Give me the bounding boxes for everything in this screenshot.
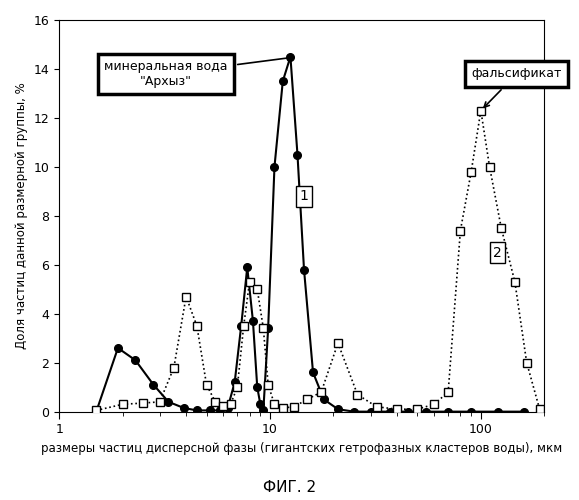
Text: фальсификат: фальсификат: [471, 68, 562, 107]
X-axis label: размеры частиц дисперсной фазы (гигантских гетрофазных кластеров воды), мкм: размеры частиц дисперсной фазы (гигантск…: [41, 442, 562, 455]
Text: минеральная вода
"Архыз": минеральная вода "Архыз": [104, 56, 293, 88]
Text: 1: 1: [299, 189, 309, 203]
Text: 2: 2: [493, 246, 502, 260]
Y-axis label: Доля частиц данной размерной группы, %: Доля частиц данной размерной группы, %: [15, 82, 28, 349]
Text: ФИГ. 2: ФИГ. 2: [263, 480, 316, 495]
